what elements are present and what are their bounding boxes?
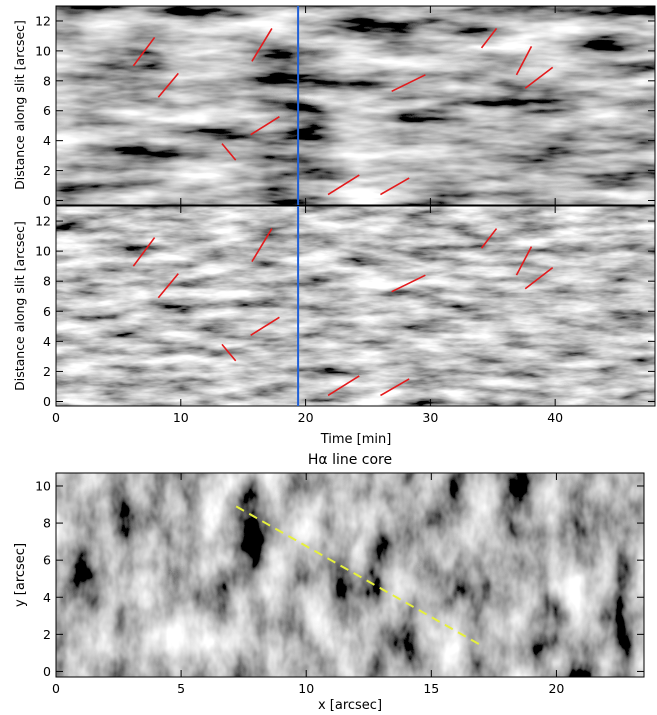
bottom-image [56,473,644,677]
top-red-slope-7 [391,74,426,93]
top-red-slope-0 [132,36,156,67]
middle-y-tick-label: 6 [43,304,51,319]
bottom-frame [55,472,645,678]
middle-x-tick-label: 30 [422,410,438,425]
top-y-tick-label: 10 [35,43,51,58]
middle-y-tick-label: 10 [35,244,51,259]
slit-position-line [235,505,482,647]
middle-y-tick-label: 4 [43,334,51,349]
top-y-tick-label: 6 [43,103,51,118]
bottom-y-tick-label: 6 [43,553,51,568]
middle-x-tick-label: 10 [173,410,189,425]
middle-red-slope-3 [250,316,280,337]
middle-y-label: Distance along slit [arcsec] [12,221,27,391]
middle-red-slope-6 [380,378,410,397]
top-red-slope-3 [250,116,280,136]
bottom-marks [235,505,482,647]
bottom-x-tick-label: 0 [52,681,60,696]
top-image [56,6,655,205]
bottom-y-tick-label: 10 [35,478,51,493]
top-frame [55,5,656,206]
middle-panel: 0 10 20 30 40 0 2 4 6 8 10 12 Distance along slit [… [12,205,656,447]
middle-x-label: Time [min] [320,432,392,447]
middle-red-slope-1 [157,273,179,299]
top-red-slope-1 [157,72,179,98]
middle-red-slope-8 [480,228,498,249]
middle-red-slope-9 [515,246,533,276]
middle-red-slope-5 [327,375,360,397]
top-panel: 0 2 4 6 8 10 12 Distance along slit [arcsec] [12,5,656,208]
bottom-title: Hα line core [308,452,392,468]
top-y-tick-label: 0 [43,193,51,208]
middle-y-tick-label: 8 [43,274,51,289]
bottom-y-tick-label: 2 [43,627,51,642]
bottom-y-tick-label: 8 [43,516,51,531]
bottom-x-tick-label: 15 [423,681,439,696]
middle-x-tick-label: 40 [547,410,563,425]
top-y-label: Distance along slit [arcsec] [12,20,27,190]
middle-x-tick-label: 0 [52,410,60,425]
top-red-slope-4 [221,143,237,161]
top-red-slope-8 [480,27,498,49]
top-red-slope-6 [380,177,410,196]
top-y-tick-label: 2 [43,163,51,178]
top-axes: 0 2 4 6 8 10 12 [35,6,655,208]
middle-x-tick-label: 20 [298,410,314,425]
middle-y-tick-label: 12 [35,214,51,229]
bottom-x-tick-label: 5 [177,681,185,696]
bottom-y-label: y [arcsec] [13,543,28,607]
middle-marks [132,206,554,406]
middle-axes: 0 10 20 30 40 0 2 4 6 8 10 12 [35,206,655,425]
bottom-x-label: x [arcsec] [318,698,382,713]
middle-y-tick-label: 0 [43,394,51,409]
bottom-y-tick-label: 0 [43,664,51,679]
middle-y-tick-label: 2 [43,364,51,379]
top-red-slope-2 [251,28,273,62]
middle-red-slope-4 [221,343,237,362]
middle-image [56,206,655,406]
bottom-x-tick-label: 10 [298,681,314,696]
bottom-axes: 0 5 10 15 20 0 2 4 6 8 10 [35,473,644,696]
middle-red-slope-7 [391,274,426,293]
top-y-tick-label: 4 [43,133,51,148]
top-red-slope-5 [327,174,360,196]
middle-red-slope-0 [132,237,156,267]
top-y-tick-label: 12 [35,13,51,28]
top-y-tick-label: 8 [43,73,51,88]
top-marks [132,6,554,205]
top-red-slope-9 [515,46,533,76]
bottom-y-tick-label: 4 [43,590,51,605]
bottom-x-tick-label: 20 [548,681,564,696]
middle-frame [55,205,656,407]
middle-red-slope-2 [251,228,273,263]
top-red-slope-10 [524,66,554,89]
middle-red-slope-10 [524,267,554,290]
